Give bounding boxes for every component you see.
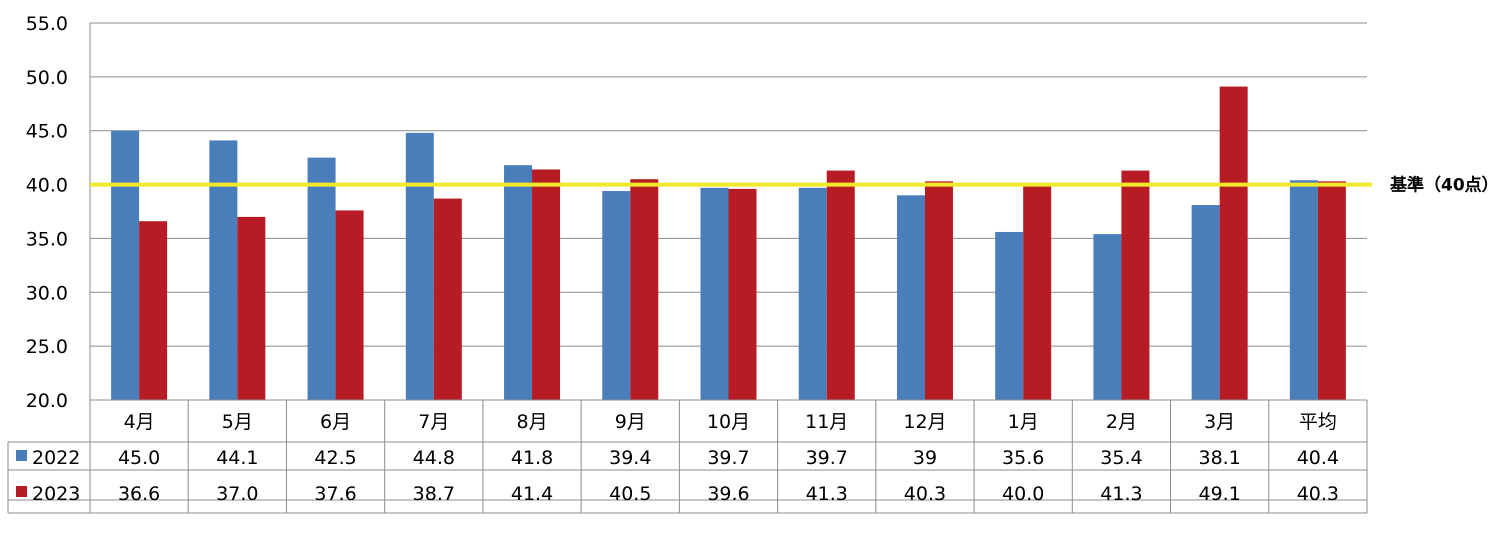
bar-2023 — [826, 170, 855, 400]
reference-line-label: 基準（40点） — [1389, 175, 1499, 196]
bar-2023 — [335, 210, 364, 400]
bar-2022 — [995, 231, 1024, 400]
x-tick-label: 7月 — [418, 411, 449, 433]
data-label: 39.7 — [806, 447, 848, 469]
data-label: 45.0 — [118, 447, 160, 469]
bar-2022 — [307, 157, 336, 400]
data-label: 40.5 — [609, 483, 651, 505]
x-tick-label: 1月 — [1008, 411, 1039, 433]
y-tick-label: 30.0 — [26, 282, 68, 304]
bar-2022 — [1191, 205, 1220, 400]
data-label: 49.1 — [1198, 483, 1240, 505]
reference-line-group: 基準（40点） — [90, 175, 1499, 196]
data-label: 41.3 — [1100, 483, 1142, 505]
bar-2022 — [896, 195, 925, 400]
x-tick-label: 平均 — [1299, 411, 1337, 433]
data-label: 41.3 — [806, 483, 848, 505]
bar-2022 — [209, 140, 238, 400]
y-tick-label: 45.0 — [26, 121, 68, 143]
data-label: 41.4 — [511, 483, 553, 505]
bar-2023 — [1219, 86, 1248, 401]
legend-swatch-2022 — [16, 450, 27, 461]
bars — [111, 86, 1346, 401]
bar-2023 — [630, 179, 659, 400]
data-label: 44.1 — [216, 447, 258, 469]
legend-label: 2022 — [32, 447, 80, 469]
bar-2023 — [1317, 181, 1346, 400]
data-label: 38.1 — [1198, 447, 1240, 469]
x-tick-label: 9月 — [615, 411, 646, 433]
data-label: 37.6 — [314, 483, 356, 505]
y-tick-label: 55.0 — [26, 13, 68, 35]
x-tick-label: 2月 — [1106, 411, 1137, 433]
data-label: 39.7 — [707, 447, 749, 469]
bar-2023 — [433, 198, 462, 400]
data-label: 35.6 — [1002, 447, 1044, 469]
x-tick-label: 8月 — [516, 411, 547, 433]
bar-2022 — [798, 187, 827, 400]
y-tick-label: 50.0 — [26, 67, 68, 89]
y-tick-label: 40.0 — [26, 175, 68, 197]
bar-2022 — [504, 165, 533, 400]
bar-2023 — [532, 169, 561, 400]
data-table: 4月 5月 6月 7月 8月 9月 10月 11月 12月 1月 2月 3月 平均 2022 45.0 44.… — [7, 399, 1368, 514]
data-label: 36.6 — [118, 483, 160, 505]
bar-2022 — [602, 191, 631, 400]
data-label: 38.7 — [413, 483, 455, 505]
data-label: 37.0 — [216, 483, 258, 505]
bar-2022 — [405, 132, 434, 400]
legend-swatch-2023 — [16, 486, 27, 497]
y-tick-label: 20.0 — [26, 390, 68, 412]
bar-2023 — [728, 188, 757, 400]
bar-2022 — [1093, 234, 1122, 400]
data-label: 40.0 — [1002, 483, 1044, 505]
x-tick-label: 5月 — [222, 411, 253, 433]
data-label: 44.8 — [413, 447, 455, 469]
y-tick-label: 25.0 — [26, 336, 68, 358]
data-label: 35.4 — [1100, 447, 1142, 469]
x-tick-label: 4月 — [124, 411, 155, 433]
bar-2023 — [1121, 170, 1150, 400]
x-tick-label: 12月 — [903, 411, 946, 433]
bar-2022 — [111, 130, 140, 400]
bar-2023 — [139, 221, 168, 400]
legend-label: 2023 — [32, 483, 80, 505]
data-label: 39 — [913, 447, 937, 469]
data-label: 41.8 — [511, 447, 553, 469]
x-tick-label: 11月 — [805, 411, 848, 433]
bar-2023 — [237, 216, 266, 400]
data-label: 39.6 — [707, 483, 749, 505]
x-tick-label: 3月 — [1204, 411, 1235, 433]
bar-2022 — [1289, 180, 1318, 400]
data-label: 40.3 — [904, 483, 946, 505]
bar-2023 — [1023, 184, 1052, 400]
y-axis: 20.0 25.0 30.0 35.0 40.0 45.0 50.0 55.0 — [26, 13, 68, 412]
x-tick-label: 6月 — [320, 411, 351, 433]
x-tick-label: 10月 — [707, 411, 750, 433]
data-label: 40.3 — [1297, 483, 1339, 505]
data-label: 42.5 — [314, 447, 356, 469]
bar-2023 — [924, 181, 953, 400]
y-tick-label: 35.0 — [26, 228, 68, 250]
data-label: 40.4 — [1297, 447, 1339, 469]
data-label: 39.4 — [609, 447, 651, 469]
bar-2022 — [700, 187, 729, 400]
